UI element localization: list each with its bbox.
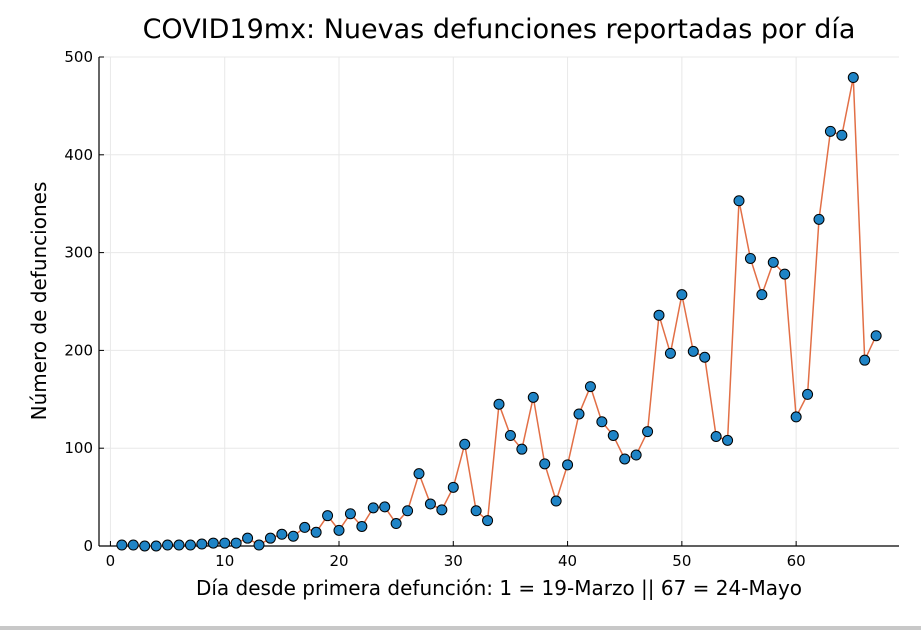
- data-point: [756, 289, 768, 301]
- data-point: [196, 538, 208, 550]
- data-point: [367, 502, 379, 514]
- data-point: [767, 256, 779, 268]
- x-axis-label: Día desde primera defunción: 1 = 19-Marz…: [196, 576, 802, 600]
- data-point: [356, 520, 368, 532]
- data-point: [859, 354, 871, 366]
- data-point: [710, 430, 722, 442]
- data-point: [699, 351, 711, 363]
- series-line: [121, 77, 877, 547]
- data-point: [504, 429, 516, 441]
- data-point: [607, 429, 619, 441]
- data-point: [139, 540, 151, 552]
- data-point: [664, 347, 676, 359]
- data-point: [562, 459, 574, 471]
- x-tick-label: 0: [106, 552, 116, 570]
- data-point: [482, 515, 494, 527]
- data-point: [550, 495, 562, 507]
- x-tick-label: 20: [329, 552, 348, 570]
- data-point: [824, 125, 836, 137]
- data-point: [207, 537, 219, 549]
- data-point: [470, 505, 482, 517]
- data-point: [527, 391, 539, 403]
- data-point: [299, 521, 311, 533]
- y-axis-label: Número de defunciones: [27, 182, 51, 421]
- series-markers: [116, 72, 882, 552]
- data-point: [116, 539, 128, 551]
- x-tick-label: 50: [672, 552, 691, 570]
- data-point: [162, 539, 174, 551]
- data-point: [722, 434, 734, 446]
- data-point: [447, 481, 459, 493]
- y-tick-label: 500: [64, 48, 93, 66]
- data-point: [813, 213, 825, 225]
- x-tick-label: 60: [787, 552, 806, 570]
- y-tick-label: 0: [83, 537, 93, 555]
- x-tick-label: 40: [558, 552, 577, 570]
- chart-title: COVID19mx: Nuevas defunciones reportadas…: [143, 14, 856, 45]
- data-point: [596, 416, 608, 428]
- data-point: [516, 443, 528, 455]
- data-point: [230, 537, 242, 549]
- data-point: [344, 508, 356, 520]
- data-point: [870, 330, 882, 342]
- data-point: [836, 129, 848, 141]
- y-tick-label: 100: [64, 439, 93, 457]
- data-point: [676, 289, 688, 301]
- y-tick-label: 200: [64, 341, 93, 359]
- data-point: [242, 532, 254, 544]
- data-point: [790, 411, 802, 423]
- data-point: [413, 468, 425, 480]
- data-point: [173, 539, 185, 551]
- y-tick-label: 400: [64, 146, 93, 164]
- data-point: [653, 309, 665, 321]
- y-tick-label: 300: [64, 244, 93, 262]
- window-bottom-border: [0, 626, 921, 630]
- data-point: [744, 252, 756, 264]
- data-point: [287, 530, 299, 542]
- data-point: [436, 504, 448, 516]
- data-point: [322, 510, 334, 522]
- data-point: [219, 537, 231, 549]
- data-point: [847, 72, 859, 84]
- data-point: [127, 539, 139, 551]
- data-point: [630, 449, 642, 461]
- data-point: [150, 540, 162, 552]
- data-point: [276, 528, 288, 540]
- data-point: [402, 505, 414, 517]
- data-point: [459, 438, 471, 450]
- data-point: [687, 345, 699, 357]
- x-tick-label: 10: [215, 552, 234, 570]
- data-point: [642, 426, 654, 438]
- data-point: [619, 453, 631, 465]
- data-point: [264, 532, 276, 544]
- data-point: [779, 268, 791, 280]
- data-point: [390, 518, 402, 530]
- data-point: [424, 498, 436, 510]
- data-point: [733, 195, 745, 207]
- data-point: [253, 539, 265, 551]
- data-point: [310, 526, 322, 538]
- grid-lines: [99, 56, 899, 547]
- data-point: [584, 381, 596, 393]
- y-ticks: 0 100 200 300 400 500: [64, 48, 104, 555]
- data-point: [379, 501, 391, 513]
- data-point: [493, 398, 505, 410]
- data-point: [802, 388, 814, 400]
- axes: [98, 57, 899, 547]
- data-point: [184, 539, 196, 551]
- data-point: [573, 408, 585, 420]
- x-tick-label: 30: [444, 552, 463, 570]
- data-point: [333, 524, 345, 536]
- x-ticks: 0 10 20 30 40 50 60: [106, 541, 806, 570]
- data-point: [539, 458, 551, 470]
